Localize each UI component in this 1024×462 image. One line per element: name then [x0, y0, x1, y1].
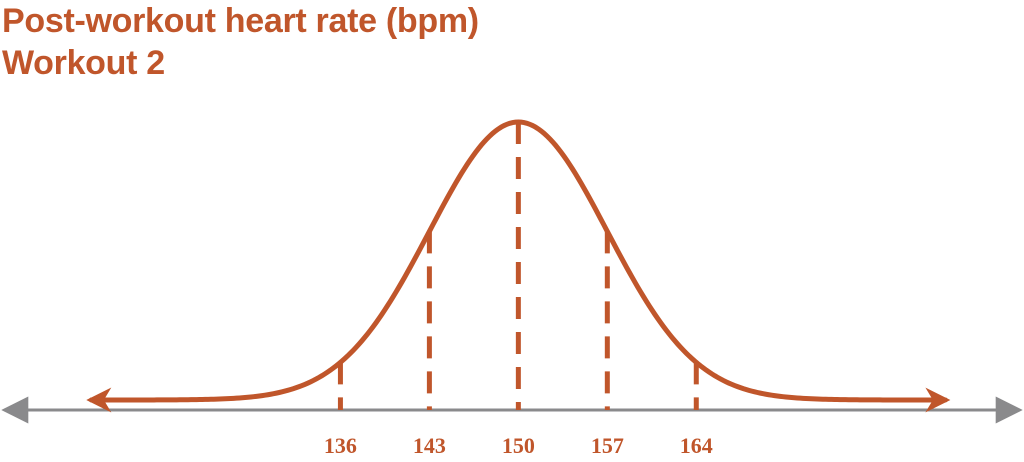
x-tick-label-164: 164	[680, 433, 713, 458]
sd-marker-lines	[337, 122, 699, 410]
x-tick-label-136: 136	[324, 433, 357, 458]
bell-curve	[86, 119, 951, 413]
x-tick-label-150: 150	[502, 433, 535, 458]
x-tick-label-143: 143	[413, 433, 446, 458]
chart-subtitle: Workout 2	[2, 44, 165, 82]
chart-title-block: Post-workout heart rate (bpm) Workout 2	[2, 0, 479, 84]
x-tick-label-157: 157	[591, 433, 624, 458]
chart-title: Post-workout heart rate (bpm)	[2, 2, 479, 40]
x-tick-labels: 136 143 150 157 164	[324, 433, 713, 458]
